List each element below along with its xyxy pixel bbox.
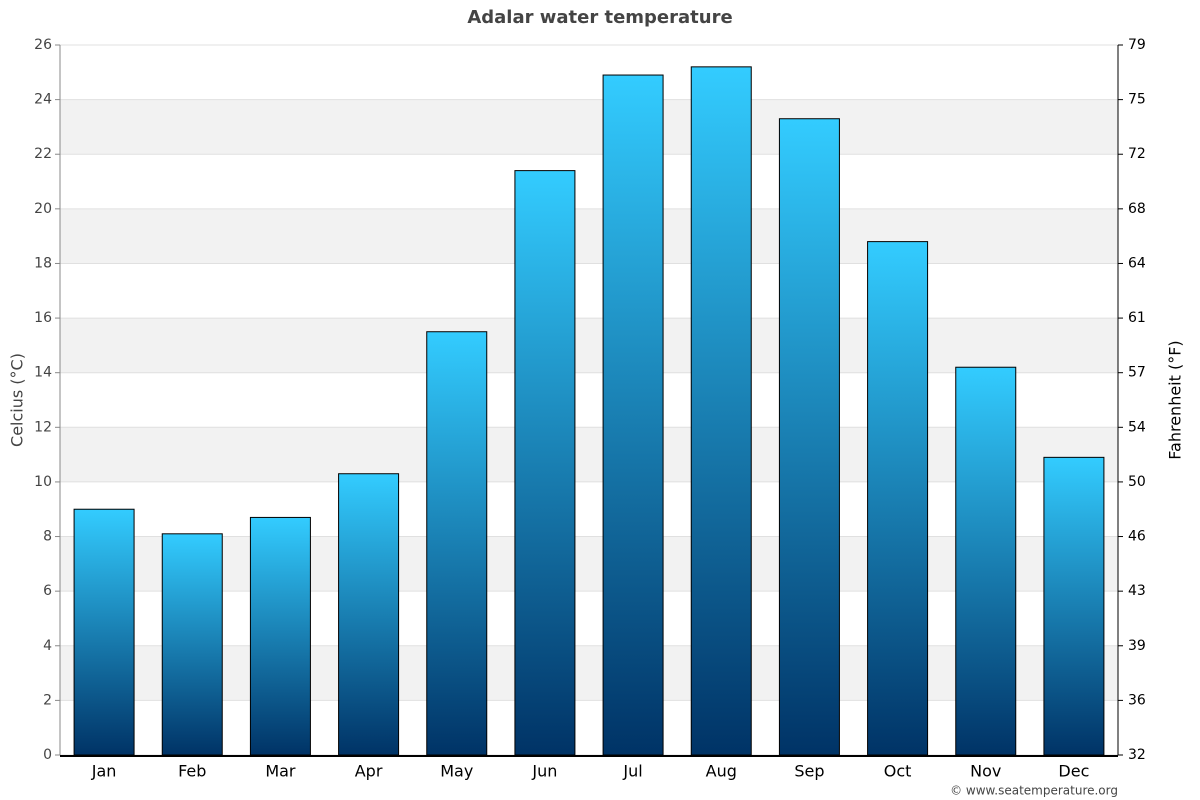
bar xyxy=(161,533,223,756)
x-tick-label: Jul xyxy=(622,762,642,781)
y-tick-label: 24 xyxy=(34,92,52,108)
y2-tick-label: 72 xyxy=(1128,146,1146,162)
credit: © www.seatemperature.org xyxy=(950,784,1118,798)
x-tick-label: Jun xyxy=(531,762,557,781)
y-tick-label: 10 xyxy=(34,474,52,490)
bar xyxy=(338,473,400,756)
y2-tick-label: 32 xyxy=(1128,747,1146,763)
grid-band xyxy=(60,536,1118,592)
y2-tick-label: 57 xyxy=(1128,365,1146,381)
y2-tick-label: 36 xyxy=(1128,692,1146,708)
y2-tick-label: 61 xyxy=(1128,310,1146,326)
y2-tick-label: 54 xyxy=(1128,419,1146,435)
y2-tick-label: 64 xyxy=(1128,255,1146,271)
grid-band xyxy=(60,645,1118,701)
bar xyxy=(514,170,576,756)
bar xyxy=(426,331,488,756)
y2-tick-label: 43 xyxy=(1128,583,1146,599)
y-tick-label: 20 xyxy=(34,201,52,217)
grid-band xyxy=(60,318,1118,373)
y2-tick-label: 79 xyxy=(1128,37,1146,53)
y-tick-label: 14 xyxy=(34,365,52,381)
chart-title: Adalar water temperature xyxy=(467,7,732,28)
bar xyxy=(73,508,135,756)
x-tick-label: Dec xyxy=(1058,762,1089,781)
x-tick-label: Aug xyxy=(706,762,737,781)
x-tick-label: Nov xyxy=(970,762,1001,781)
x-tick-label: Sep xyxy=(794,762,824,781)
bar xyxy=(249,516,311,756)
y2-tick-label: 68 xyxy=(1128,201,1146,217)
x-tick-label: May xyxy=(440,762,473,781)
y2-tick-label: 50 xyxy=(1128,474,1146,490)
y-tick-label: 2 xyxy=(43,692,52,708)
bar xyxy=(778,118,840,756)
x-tick-label: Mar xyxy=(265,762,296,781)
y-tick-label: 22 xyxy=(34,146,52,162)
y-tick-label: 6 xyxy=(43,583,52,599)
y-tick-label: 18 xyxy=(34,255,52,271)
y-axis-label: Celcius (°C) xyxy=(8,353,27,447)
bar xyxy=(690,66,752,756)
y2-tick-label: 75 xyxy=(1128,92,1146,108)
x-tick-label: Feb xyxy=(178,762,206,781)
y2-tick-label: 46 xyxy=(1128,529,1146,545)
y2-axis-label: Fahrenheit (°F) xyxy=(1166,340,1185,459)
y-tick-label: 8 xyxy=(43,529,52,545)
grid-band xyxy=(60,208,1118,264)
y2-tick-label: 39 xyxy=(1128,638,1146,654)
grid-band xyxy=(60,99,1118,155)
x-tick-label: Apr xyxy=(355,762,383,781)
x-tick-label: Jan xyxy=(91,762,117,781)
y-tick-label: 12 xyxy=(34,419,52,435)
bar xyxy=(955,366,1017,756)
x-tick-label: Oct xyxy=(884,762,912,781)
y-tick-label: 26 xyxy=(34,37,52,53)
y-tick-label: 4 xyxy=(43,638,52,654)
bar xyxy=(602,74,664,756)
grid-band xyxy=(60,427,1118,482)
y-tick-label: 0 xyxy=(43,747,52,763)
y-tick-label: 16 xyxy=(34,310,52,326)
bar xyxy=(867,241,929,756)
bar xyxy=(1043,456,1105,756)
